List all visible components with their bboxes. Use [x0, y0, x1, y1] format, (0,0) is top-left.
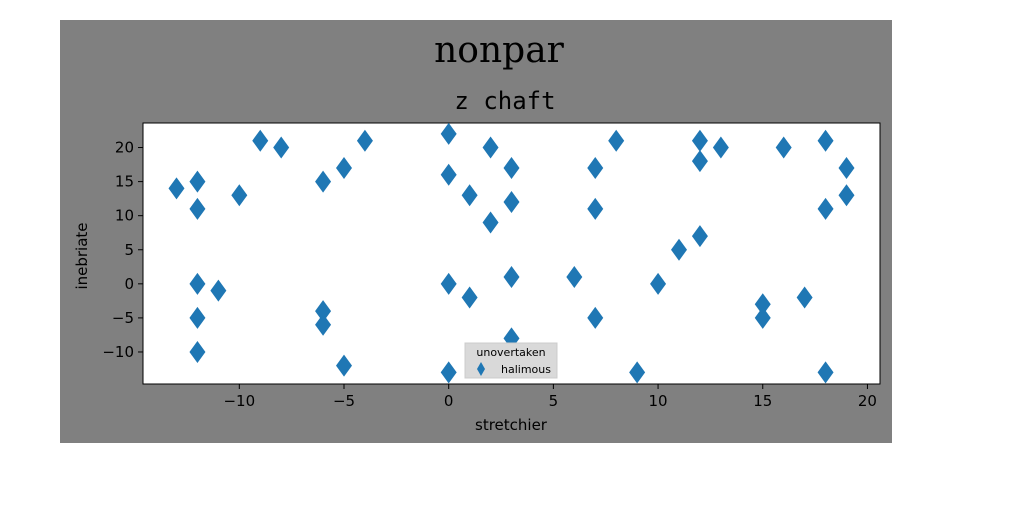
y-tick-label: 5: [124, 241, 134, 259]
y-tick-label: 0: [124, 275, 134, 293]
data-point: [503, 266, 520, 289]
data-point: [775, 136, 792, 159]
data-point: [754, 293, 771, 316]
y-tick-label: 10: [115, 207, 134, 225]
x-tick-label: 5: [549, 392, 559, 410]
data-point: [189, 197, 206, 220]
data-point: [796, 286, 813, 309]
data-point: [189, 170, 206, 193]
y-tick-label: 20: [115, 139, 134, 157]
data-point: [315, 170, 332, 193]
data-point: [440, 122, 457, 145]
legend-entry-halimous: halimous: [501, 363, 551, 376]
data-point: [356, 129, 373, 152]
data-point: [482, 136, 499, 159]
data-point: [817, 197, 834, 220]
data-point: [838, 184, 855, 207]
data-point: [482, 211, 499, 234]
data-point: [650, 272, 667, 295]
data-point: [691, 225, 708, 248]
data-point: [691, 129, 708, 152]
data-point: [503, 156, 520, 179]
data-point: [503, 191, 520, 214]
data-point: [189, 306, 206, 329]
data-point: [189, 340, 206, 363]
data-point: [671, 238, 687, 261]
data-point: [461, 184, 478, 207]
data-point: [168, 177, 185, 200]
data-point: [691, 150, 708, 173]
x-tick-label: 20: [858, 392, 877, 410]
figure-suptitle: nonpar: [434, 30, 565, 71]
legend-title: unovertaken: [476, 346, 545, 359]
data-point: [440, 272, 457, 295]
data-point: [712, 136, 729, 159]
data-point: [817, 361, 834, 384]
legend-marker: [477, 362, 485, 376]
data-point: [629, 361, 646, 384]
data-point: [838, 156, 855, 179]
data-point: [587, 306, 604, 329]
data-point: [315, 300, 332, 323]
x-tick-label: −5: [333, 392, 355, 410]
x-axis-ticks: −10 −5 0 5 10 15 20: [223, 384, 877, 410]
data-point: [608, 129, 625, 152]
axes-title: z chaft: [454, 87, 555, 115]
data-point: [336, 156, 352, 179]
data-point: [440, 163, 457, 186]
data-point: [817, 129, 834, 152]
data-points: [168, 122, 855, 384]
x-axis-label: stretchier: [475, 416, 548, 434]
x-tick-label: 0: [444, 392, 454, 410]
data-point: [587, 197, 604, 220]
y-tick-label: −5: [112, 309, 134, 327]
data-point: [754, 306, 771, 329]
x-tick-label: 15: [753, 392, 772, 410]
data-point: [566, 266, 583, 289]
y-tick-label: −10: [102, 343, 134, 361]
data-point: [210, 279, 227, 302]
x-tick-label: 10: [649, 392, 668, 410]
data-point: [273, 136, 290, 159]
x-tick-label: −10: [223, 392, 255, 410]
data-point: [252, 129, 269, 152]
y-axis-label: inebriate: [73, 222, 91, 289]
data-point: [461, 286, 478, 309]
legend: unovertaken halimous: [464, 342, 558, 379]
data-point: [440, 361, 457, 384]
y-axis-ticks: −10 −5 0 5 10 15 20: [102, 139, 143, 361]
data-point: [587, 156, 604, 179]
data-point: [336, 354, 352, 377]
data-point: [231, 184, 248, 207]
data-point: [189, 272, 206, 295]
data-point: [315, 313, 332, 336]
y-tick-label: 15: [115, 173, 134, 191]
